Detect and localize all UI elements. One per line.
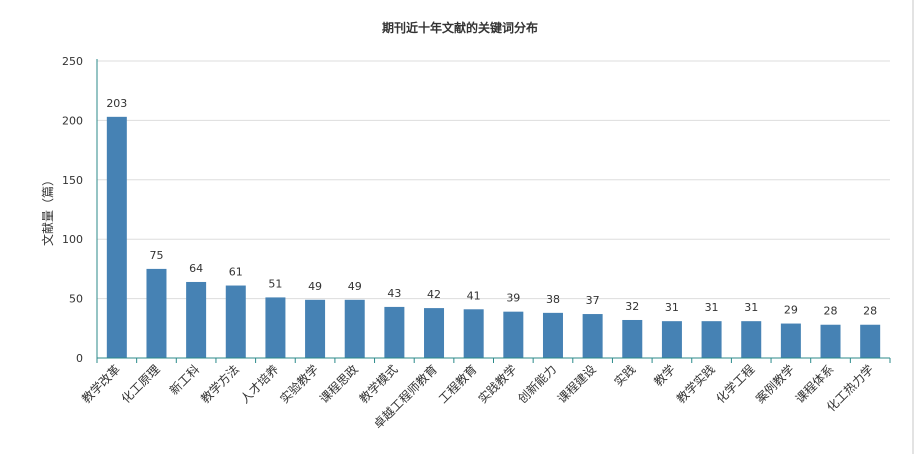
bar[interactable] — [186, 281, 207, 358]
bar-value-label: 61 — [229, 266, 243, 279]
bar-value-label: 38 — [546, 293, 560, 306]
bars: 203 75 64 61 51 49 49 43 42 41 39 38 37 32 31 31 31 29 28 2… — [106, 97, 881, 358]
bar-value-label: 42 — [427, 288, 441, 301]
bar-value-label: 37 — [586, 294, 600, 307]
bar[interactable] — [344, 299, 365, 358]
x-tick-label: 创新能力 — [515, 362, 560, 407]
x-tick-label: 教学实践 — [673, 362, 718, 407]
bar-value-label: 51 — [268, 277, 282, 290]
bar[interactable] — [424, 308, 445, 358]
x-tick-label: 工程教育 — [435, 362, 480, 407]
y-tick-label: 50 — [69, 293, 83, 306]
chart-title: 期刊近十年文献的关键词分布 — [382, 20, 538, 35]
x-tick-label: 实验教学 — [277, 362, 322, 407]
bar[interactable] — [741, 321, 762, 358]
bar[interactable] — [106, 116, 127, 358]
x-tick-label: 教学 — [650, 362, 678, 390]
x-tick-label: 实践教学 — [475, 362, 520, 407]
bar[interactable] — [305, 299, 326, 358]
bar[interactable] — [820, 324, 841, 358]
x-tick-label: 化工原理 — [119, 362, 163, 406]
x-tick-label: 人才培养 — [237, 362, 282, 407]
bar[interactable] — [661, 321, 682, 358]
bar[interactable] — [265, 297, 286, 358]
bar-value-label: 49 — [308, 280, 322, 293]
bar-value-label: 203 — [106, 97, 127, 110]
bar-value-label: 29 — [784, 304, 798, 317]
bar[interactable] — [860, 324, 881, 358]
x-tick-label: 课程思政 — [316, 362, 361, 407]
bar[interactable] — [622, 319, 643, 358]
bar[interactable] — [542, 312, 563, 358]
bar[interactable] — [225, 285, 246, 358]
x-tick-label: 课程建设 — [554, 362, 599, 407]
panel-edge — [912, 0, 914, 454]
y-tick-label: 150 — [62, 174, 83, 187]
bar-value-label: 31 — [705, 301, 719, 314]
bar[interactable] — [463, 309, 484, 358]
x-tick-label: 化学工程 — [713, 362, 758, 407]
x-tick-label: 新工科 — [166, 362, 202, 398]
x-tick-label: 实践 — [611, 362, 639, 390]
x-tick-label: 案例教学 — [752, 362, 797, 407]
x-tick-label: 教学改革 — [78, 362, 123, 407]
bar[interactable] — [780, 323, 801, 358]
bar[interactable] — [582, 314, 603, 358]
bar-value-label: 31 — [744, 301, 758, 314]
bar-value-label: 75 — [149, 249, 163, 262]
bar[interactable] — [503, 311, 524, 358]
bar-value-label: 41 — [467, 289, 481, 302]
grid-lines — [97, 60, 890, 300]
y-tick-label: 0 — [76, 352, 83, 365]
bar-value-label: 28 — [824, 305, 838, 318]
bar-value-label: 43 — [387, 287, 401, 300]
y-tick-label: 100 — [62, 233, 83, 246]
bar[interactable] — [701, 321, 722, 358]
y-axis-label: 文献量（篇） — [40, 174, 55, 246]
y-tick-label: 250 — [62, 55, 83, 68]
bar-value-label: 28 — [863, 305, 877, 318]
bar[interactable] — [384, 306, 405, 358]
y-tick-label: 200 — [62, 114, 83, 127]
bar-value-label: 32 — [625, 300, 639, 313]
bar-value-label: 31 — [665, 301, 679, 314]
x-tick-label: 教学方法 — [197, 362, 242, 407]
bar-value-label: 49 — [348, 280, 362, 293]
bar-value-label: 64 — [189, 262, 203, 275]
bar[interactable] — [146, 268, 167, 358]
bar-value-label: 39 — [506, 292, 520, 305]
